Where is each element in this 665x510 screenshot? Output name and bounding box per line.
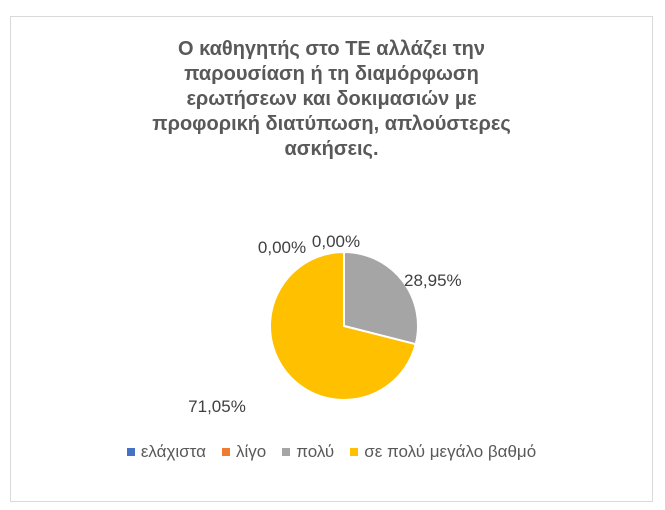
legend-item: πολύ bbox=[282, 442, 334, 462]
legend-swatch bbox=[350, 448, 359, 456]
chart-title-line: Ο καθηγητής στο ΤΕ αλλάζει την bbox=[178, 38, 485, 60]
chart-title-line: ασκήσεις. bbox=[284, 138, 379, 160]
legend-label: λίγο bbox=[235, 442, 267, 461]
legend-item: ελάχιστα bbox=[126, 442, 206, 462]
legend-swatch bbox=[126, 448, 135, 456]
data-label: 28,95% bbox=[404, 271, 462, 290]
chart-title: Ο καθηγητής στο ΤΕ αλλάζει την παρουσίαση… bbox=[11, 37, 652, 162]
pie-slice bbox=[343, 250, 419, 346]
chart-title-line: ερωτήσεων και δοκιμασιών με bbox=[186, 88, 477, 110]
legend-item: λίγο bbox=[221, 442, 267, 462]
legend-item: σε πολύ μεγάλο βαθμό bbox=[350, 442, 536, 462]
legend-label: ελάχιστα bbox=[140, 442, 206, 461]
legend-swatch bbox=[282, 448, 291, 456]
legend-label: σε πολύ μεγάλο βαθμό bbox=[364, 442, 537, 461]
chart-title-line: παρουσίαση ή τη διαμόρφωση bbox=[184, 63, 479, 85]
chart-legend: ελάχιστα λίγο πολύ σε πολύ μεγάλο βαθμό bbox=[11, 442, 652, 462]
chart-title-line: προφορική διατύπωση, απλούστερες bbox=[152, 113, 511, 135]
chart-area: Ο καθηγητής στο ΤΕ αλλάζει την παρουσίαση… bbox=[10, 16, 653, 502]
legend-label: πολύ bbox=[296, 442, 335, 461]
legend-swatch bbox=[221, 448, 230, 456]
data-label: 71,05% bbox=[188, 397, 246, 416]
data-label: 0,00% bbox=[312, 232, 360, 251]
data-label: 0,00% bbox=[258, 238, 306, 257]
pie-slice bbox=[269, 250, 417, 401]
pie-chart: 0,00% 0,00% 28,95% 71,05% bbox=[188, 232, 462, 416]
